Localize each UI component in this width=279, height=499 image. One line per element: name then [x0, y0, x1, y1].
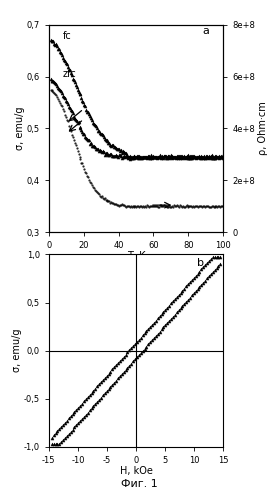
- Text: fc: fc: [63, 31, 71, 41]
- Y-axis label: σ, emu/g: σ, emu/g: [12, 329, 22, 372]
- Y-axis label: σ, emu/g: σ, emu/g: [15, 107, 25, 150]
- Text: b: b: [197, 258, 204, 268]
- Text: Фиг. 1: Фиг. 1: [121, 479, 158, 489]
- Y-axis label: ρ, Ohm·cm: ρ, Ohm·cm: [258, 102, 268, 155]
- X-axis label: H, kOe: H, kOe: [120, 466, 152, 476]
- X-axis label: T, K: T, K: [127, 251, 145, 261]
- Text: zfc: zfc: [63, 69, 76, 79]
- Text: a: a: [202, 26, 209, 36]
